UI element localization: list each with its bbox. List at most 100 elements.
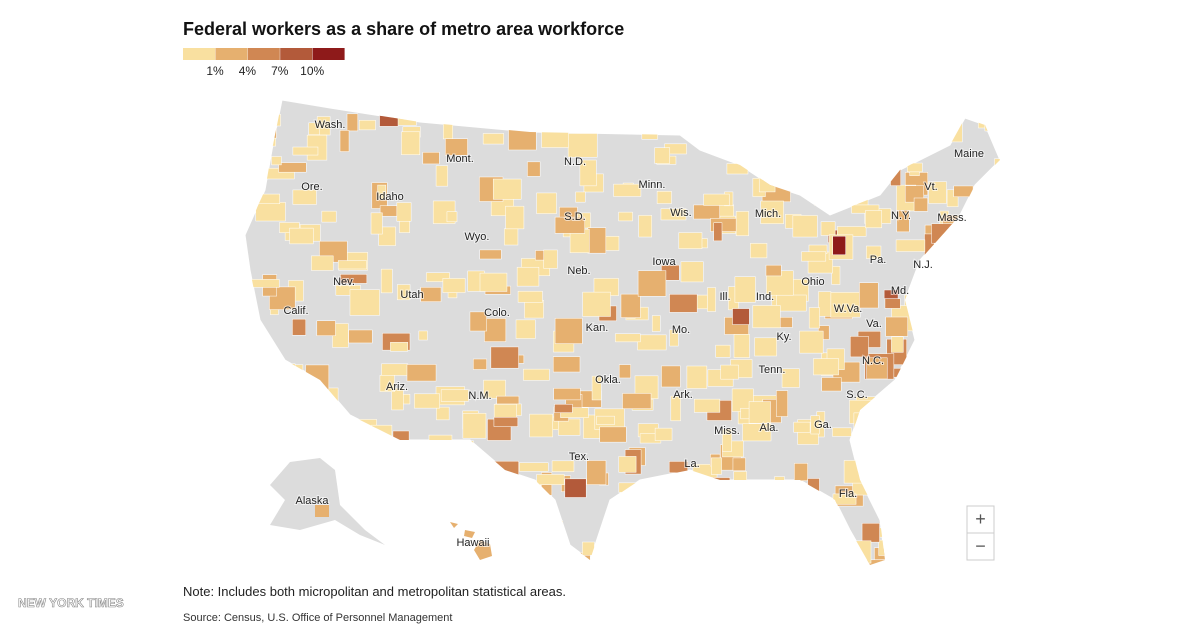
county-area (847, 131, 866, 147)
county-area (523, 368, 550, 381)
county-area (881, 104, 906, 130)
county-area (861, 523, 880, 543)
zoom-in-label[interactable]: + (975, 509, 986, 529)
county-area (978, 106, 1000, 129)
state-label: N.Y. (891, 210, 911, 222)
county-area (940, 359, 952, 386)
hawaii-outline (450, 522, 492, 560)
title: Federal workers as a share of metro area… (183, 19, 624, 39)
county-area (491, 525, 510, 540)
county-area (904, 100, 925, 107)
county-area (884, 298, 901, 309)
county-area (552, 356, 581, 373)
county-area (793, 421, 811, 433)
county-area (986, 108, 997, 132)
legend-swatch (312, 48, 345, 60)
county-area (618, 364, 631, 379)
county-area (290, 439, 309, 459)
state-label: Mont. (446, 153, 474, 165)
county-area (928, 181, 947, 204)
county-area (381, 363, 409, 376)
county-area (866, 245, 882, 259)
county-area (866, 357, 888, 380)
county-area (703, 193, 730, 206)
county-area (669, 294, 698, 313)
county-area (918, 387, 946, 412)
county-area (849, 399, 876, 424)
county-area (776, 294, 807, 312)
county-area (618, 211, 633, 222)
county-area (1003, 104, 1025, 112)
county-area (850, 336, 869, 358)
county-area (768, 100, 789, 122)
county-area (734, 276, 756, 303)
county-area (250, 114, 281, 127)
county-area (906, 470, 936, 495)
county-area (933, 349, 954, 364)
state-label: Wash. (315, 119, 346, 131)
county-area (320, 560, 337, 565)
county-area (975, 217, 1000, 238)
county-area (871, 163, 890, 183)
county-area (564, 478, 587, 498)
county-area (685, 558, 715, 565)
county-area (660, 208, 687, 221)
legend-swatch (280, 48, 313, 60)
county-area (469, 311, 487, 332)
county-area (396, 202, 412, 222)
county-area (529, 413, 553, 438)
county-area (924, 459, 945, 469)
county-area (540, 518, 562, 533)
state-label: S.C. (846, 389, 867, 401)
county-area (262, 369, 276, 378)
state-label: Minn. (639, 179, 666, 191)
county-area (358, 119, 376, 131)
county-area (831, 130, 847, 140)
county-area (277, 530, 301, 554)
legend-label: 1% (206, 64, 224, 78)
county-area (443, 114, 454, 140)
note: Note: Includes both micropolitan and met… (183, 584, 566, 599)
county-area (892, 368, 914, 378)
county-area (371, 510, 385, 532)
county-area (622, 393, 652, 409)
county-area (939, 310, 969, 331)
county-area (391, 387, 404, 411)
county-area (821, 569, 851, 587)
county-area (591, 375, 602, 401)
county-area (337, 260, 367, 270)
county-area (990, 278, 1000, 289)
zoom-out-label[interactable]: − (975, 536, 986, 556)
county-area (253, 193, 280, 205)
county-area (346, 113, 359, 132)
county-area (931, 223, 961, 244)
county-area (428, 434, 453, 459)
zoom-out-button[interactable] (966, 532, 995, 561)
county-area (378, 226, 396, 246)
county-area (536, 192, 557, 214)
county-area (693, 496, 704, 506)
zoom-in-button[interactable] (966, 505, 995, 534)
county-area (541, 126, 569, 148)
county-area (493, 416, 519, 427)
county-area (638, 215, 653, 238)
county-area (808, 307, 820, 329)
county-area (752, 305, 781, 329)
legend-label: 10% (300, 64, 324, 78)
county-area (732, 308, 750, 325)
county-area (680, 261, 704, 283)
county-area (397, 284, 411, 301)
county-area (910, 427, 921, 449)
zoom-controls: + − (966, 505, 995, 561)
county-area (910, 353, 932, 378)
county-area (776, 390, 788, 417)
county-area (885, 316, 908, 337)
county-area (938, 393, 962, 409)
county-area (572, 102, 603, 117)
county-area (336, 545, 346, 556)
county-area (776, 536, 796, 555)
county-area (482, 133, 505, 145)
county-area (276, 364, 304, 375)
state-label: Wyo. (465, 231, 490, 243)
